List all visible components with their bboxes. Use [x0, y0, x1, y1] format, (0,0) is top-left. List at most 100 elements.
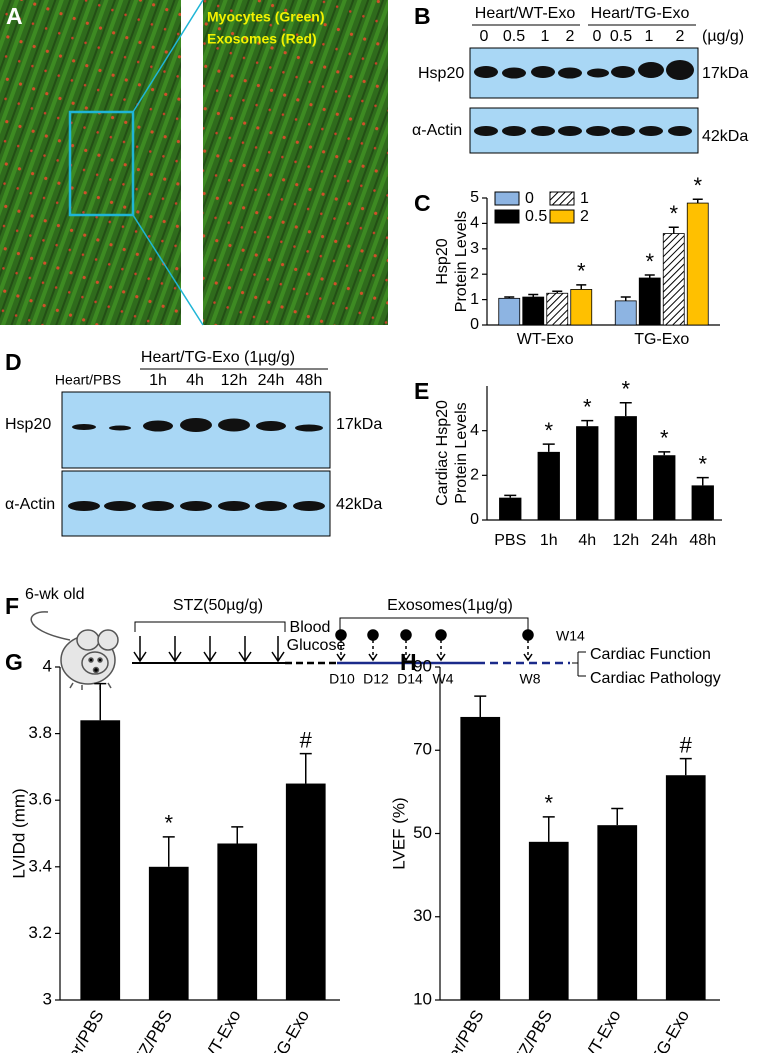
bar: [691, 485, 714, 520]
lane-label: 4h: [186, 372, 204, 389]
significance-mark: *: [698, 451, 707, 476]
bar: [665, 775, 706, 1000]
y-axis-label: Protein Levels: [453, 211, 470, 312]
significance-mark: *: [544, 418, 553, 443]
legend-label: 1: [580, 190, 589, 207]
significance-mark: *: [544, 791, 553, 816]
error-bar: [644, 274, 655, 279]
glucose-label: Blood: [290, 619, 331, 636]
y-tick-label: 3.2: [28, 923, 52, 942]
y-tick-label: 2: [470, 265, 479, 282]
y-tick-label: 0: [470, 316, 479, 333]
significance-mark: #: [300, 727, 313, 752]
group-label: Heart/TG-Exo: [591, 5, 690, 22]
error-bar: [692, 198, 703, 204]
x-tick-label: Buffer/PBS: [49, 1007, 107, 1053]
panel-letter: G: [5, 649, 23, 675]
bar: [614, 416, 637, 520]
significance-mark: *: [164, 811, 173, 836]
row-label: Hsp20: [5, 416, 51, 433]
error-bar: [668, 226, 679, 234]
error-bar: [620, 296, 631, 301]
error-bar: [552, 290, 563, 294]
y-tick-label: 4: [43, 656, 52, 675]
error-bar: [474, 695, 487, 717]
bracket: [339, 617, 529, 630]
legend-swatch: [549, 191, 575, 206]
lane-label: 1: [645, 28, 654, 45]
group-label: Heart/PBS: [55, 372, 121, 388]
outcome: Cardiac Pathology: [590, 670, 721, 687]
error-bar: [528, 293, 539, 298]
legend-label: 2: [580, 208, 589, 225]
bar: [217, 843, 258, 1000]
y-tick-label: 3: [470, 240, 479, 257]
significance-mark: *: [669, 201, 678, 226]
error-bar: [619, 402, 632, 417]
significance-mark: *: [583, 394, 592, 419]
y-tick-label: 3.4: [28, 856, 52, 875]
error-bar: [299, 752, 312, 784]
y-tick-label: 3.6: [28, 790, 52, 809]
y-tick-label: 4: [470, 215, 479, 232]
bar: [80, 720, 121, 1000]
bar: [498, 297, 521, 326]
legend-swatch: [494, 209, 520, 224]
bands: [68, 418, 325, 511]
bar: [686, 202, 709, 326]
lane-label: 0: [593, 28, 602, 45]
mouse-icon: [30, 611, 119, 690]
error-bar: [504, 296, 515, 299]
x-tick-label: 4h: [578, 532, 596, 549]
lane-label: 48h: [296, 372, 323, 389]
bands: [474, 60, 694, 136]
x-tick-label: PBS: [494, 532, 526, 549]
y-tick-label: 4: [470, 422, 479, 439]
bar: [662, 233, 685, 326]
error-bar: [576, 284, 587, 290]
bracket: [134, 621, 286, 632]
bar: [499, 497, 522, 520]
error-bar: [611, 807, 624, 826]
y-tick-label: 1: [470, 291, 479, 308]
significance-mark: *: [660, 426, 669, 451]
timepoint: D14: [397, 671, 423, 687]
x-tick-label: STZ/PBS: [124, 1007, 176, 1053]
lane-label: 2: [676, 28, 685, 45]
x-tick-label: Buffer/PBS: [429, 1007, 487, 1053]
stain-label: Myocytes (Green): [207, 9, 324, 25]
outcome: Cardiac Function: [590, 646, 711, 663]
lane-label: 24h: [258, 372, 285, 389]
significance-mark: *: [693, 173, 702, 198]
panel-letter: H: [400, 649, 417, 675]
significance-mark: #: [680, 732, 693, 757]
unit-label: (µg/g): [702, 28, 744, 45]
treatment-label: STZ(50µg/g): [173, 597, 263, 614]
timepoint: W8: [520, 671, 541, 687]
lane-label: 0.5: [610, 28, 632, 45]
x-tick-label: STZ/TG-Exo: [629, 1007, 693, 1053]
bar: [597, 825, 638, 1000]
x-tick-label: STZ/WT-Exo: [180, 1007, 245, 1053]
micrograph: [0, 0, 388, 326]
y-axis-label: Protein Levels: [453, 402, 470, 503]
age-label: 6-wk old: [25, 586, 85, 603]
x-tick-label: 48h: [689, 532, 716, 549]
y-tick-label: 70: [413, 740, 432, 759]
lane-label: 1: [541, 28, 550, 45]
row-label: α-Actin: [5, 496, 55, 513]
x-tick-label: 1h: [540, 532, 558, 549]
bar: [285, 783, 326, 1000]
bar: [576, 426, 599, 520]
error-bar: [504, 494, 517, 498]
bar: [537, 451, 560, 520]
stain-label: Exosomes (Red): [207, 31, 317, 47]
treatment-label: Exosomes(1µg/g): [387, 597, 513, 614]
y-tick-label: 0: [470, 511, 479, 528]
y-tick-label: 50: [413, 823, 432, 842]
arrows: [133, 636, 285, 663]
timepoint: D10: [329, 671, 355, 687]
error-bar: [542, 816, 555, 842]
glucose-label: Glucose: [287, 637, 346, 654]
